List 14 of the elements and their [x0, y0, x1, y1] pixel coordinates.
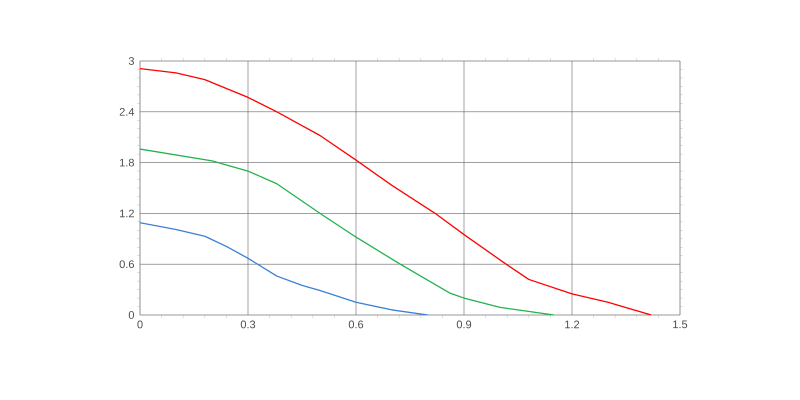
y-tick-label: 1.8: [120, 158, 134, 166]
x-tick-label: 0.9: [456, 320, 472, 328]
x-tick-label: 0: [137, 320, 143, 328]
x-tick-label: 0.6: [348, 320, 364, 328]
x-tick-label: 1.5: [673, 320, 688, 328]
y-tick-label: 2.4: [120, 108, 134, 116]
y-tick-label: 1.2: [120, 210, 134, 218]
line-series: [140, 68, 652, 315]
line-series: [140, 222, 429, 315]
y-tick-label: 0: [128, 311, 134, 319]
y-tick-label: 0.6: [120, 260, 134, 268]
x-tick-label: 1.2: [565, 320, 580, 328]
y-tick-label: 3: [128, 57, 134, 65]
x-tick-label: 0.3: [240, 320, 256, 328]
